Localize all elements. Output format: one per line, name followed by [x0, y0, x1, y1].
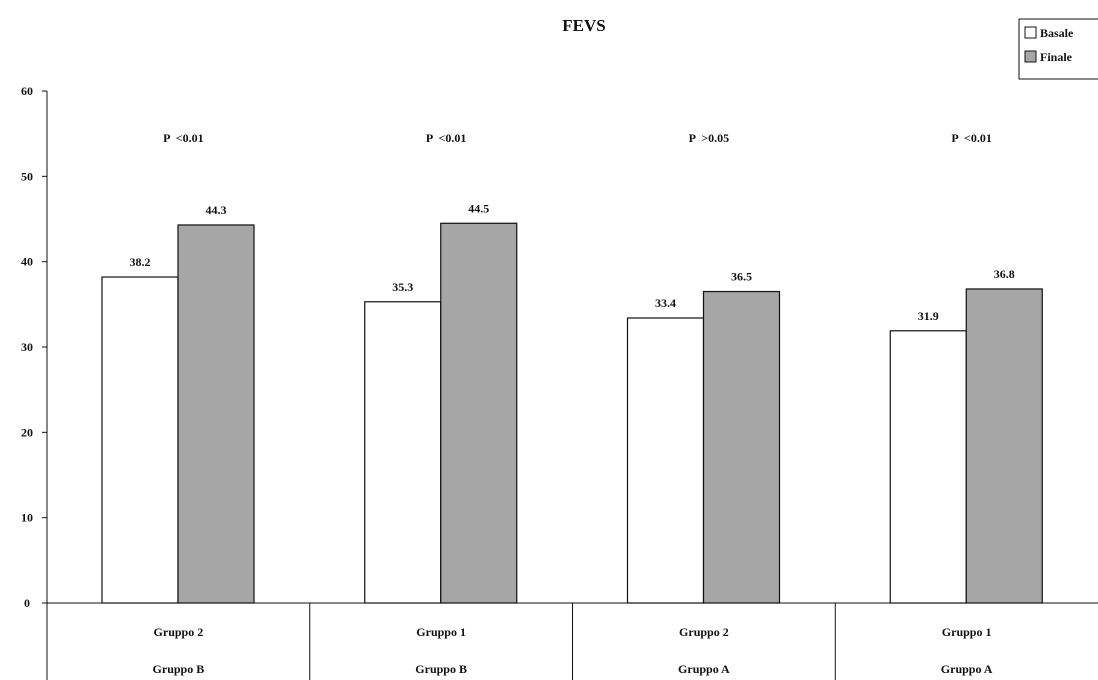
y-tick-label: 10 — [21, 511, 33, 525]
data-label: 36.5 — [731, 270, 752, 284]
category-label-line1: Gruppo 1 — [942, 625, 992, 639]
p-value: P <0.01 — [426, 131, 467, 145]
legend-label-finale: Finale — [1040, 50, 1073, 64]
category-label-line1: Gruppo 1 — [416, 625, 466, 639]
legend-swatch-basale — [1024, 26, 1037, 39]
bar-finale — [965, 288, 1043, 604]
data-label: 35.3 — [392, 280, 413, 294]
y-tick-label: 60 — [21, 84, 33, 98]
category-label-line1: Gruppo 2 — [679, 625, 729, 639]
data-label: 44.3 — [206, 203, 227, 217]
y-tick-label: 50 — [21, 169, 33, 183]
legend-label-basale: Basale — [1040, 26, 1074, 40]
category-label-line2: Gruppo B — [415, 662, 467, 676]
y-tick-label: 20 — [21, 425, 33, 439]
data-label: 33.4 — [655, 296, 676, 310]
bar-basale — [889, 330, 967, 604]
legend: Basale Finale — [1018, 18, 1098, 80]
legend-box — [1018, 18, 1098, 80]
category-label-line2: Gruppo A — [678, 662, 730, 676]
p-value: P >0.05 — [689, 131, 730, 145]
data-label: 44.5 — [468, 201, 489, 215]
data-label: 36.8 — [994, 267, 1015, 281]
category-label-line2: Gruppo A — [941, 662, 993, 676]
category-label-line2: Gruppo B — [153, 662, 205, 676]
bar-basale — [101, 276, 179, 604]
p-value-annotations: P <0.01 P <0.01 P >0.05 P <0.01 — [163, 131, 992, 145]
bars — [101, 222, 1043, 604]
chart-title: FEVS — [562, 16, 605, 35]
legend-swatch-finale — [1024, 50, 1037, 63]
data-label: 38.2 — [130, 255, 151, 269]
bar-finale — [440, 222, 518, 604]
y-tick-label: 0 — [24, 596, 30, 610]
bar-finale — [702, 290, 781, 604]
data-label: 31.9 — [918, 309, 939, 323]
category-labels: Gruppo 2 Gruppo B Gruppo 1 Gruppo B Gruppo 2… — [153, 625, 993, 676]
p-value: P <0.01 — [951, 131, 992, 145]
y-tick-label: 30 — [21, 340, 33, 354]
bar-finale — [177, 224, 255, 604]
data-labels: 38.2 44.3 35.3 44.5 33.4 36.5 31.9 36.8 — [130, 201, 1015, 323]
y-tick-label: 40 — [21, 255, 33, 269]
p-value: P <0.01 — [163, 131, 204, 145]
bar-basale — [364, 301, 442, 604]
category-label-line1: Gruppo 2 — [154, 625, 204, 639]
bar-basale — [626, 317, 705, 604]
